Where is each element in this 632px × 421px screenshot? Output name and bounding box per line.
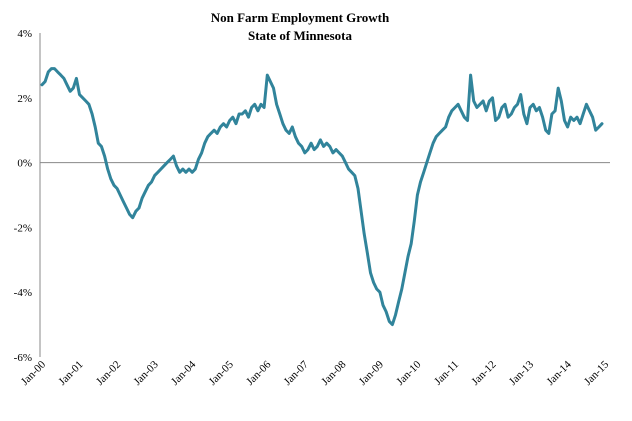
x-tick-label: Jan-05 [207, 358, 237, 388]
y-tick-label: -4% [14, 287, 32, 299]
y-tick-label: 4% [17, 28, 32, 40]
x-tick-label: Jan-06 [244, 358, 274, 388]
x-tick-label: Jan-09 [357, 358, 387, 388]
chart-subtitle: State of Minnesota [248, 28, 352, 43]
x-tick-label: Jan-11 [432, 359, 461, 388]
y-tick-label: -2% [14, 222, 32, 234]
chart-title: Non Farm Employment Growth [211, 10, 390, 25]
x-tick-label: Jan-03 [132, 358, 162, 388]
x-tick-label: Jan-02 [94, 359, 123, 388]
x-tick-label: Jan-10 [394, 358, 424, 388]
x-tick-label: Jan-01 [56, 359, 85, 388]
series-line [40, 67, 604, 327]
x-tick-label: Jan-08 [319, 358, 349, 388]
x-tick-label: Jan-13 [507, 358, 537, 388]
x-tick-label: Jan-15 [582, 358, 612, 388]
x-tick-label: Jan-14 [544, 358, 574, 388]
y-tick-label: 2% [17, 93, 32, 105]
x-tick-label: Jan-07 [282, 358, 312, 388]
y-tick-label: 0% [17, 158, 32, 170]
x-tick-label: Jan-12 [469, 359, 498, 388]
y-tick-label: -6% [14, 352, 32, 364]
x-tick-label: Jan-04 [169, 358, 199, 388]
